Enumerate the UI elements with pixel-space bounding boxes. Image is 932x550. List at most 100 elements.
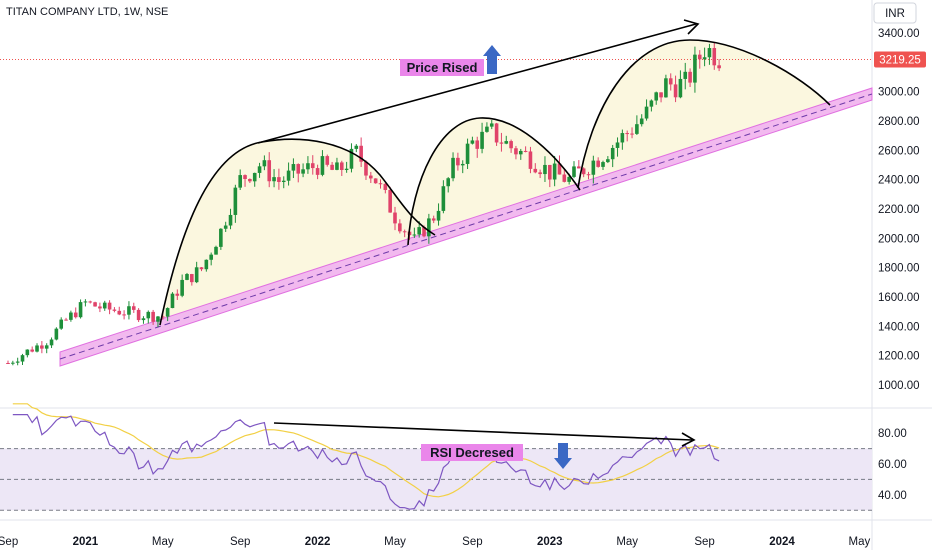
- candle-body: [180, 279, 184, 296]
- candle-body: [412, 234, 417, 236]
- candle-body: [102, 302, 107, 309]
- time-tick-label: Sep: [0, 536, 18, 548]
- price-axis[interactable]: 1000.00 1200.00 1400.00 1600.00 1800.00 2000.…: [878, 28, 920, 392]
- candle-body: [489, 123, 494, 127]
- price-tick-label: 2800.00: [878, 116, 920, 128]
- price-tick-label: 3400.00: [878, 28, 920, 40]
- price-tick-label: 2400.00: [878, 175, 920, 187]
- candle-body: [122, 314, 126, 316]
- time-tick-label: May: [849, 536, 871, 548]
- candle-body: [712, 48, 717, 66]
- candle-body: [509, 141, 513, 149]
- last-price-tag: [874, 51, 926, 68]
- candle-body: [683, 71, 688, 79]
- candle-body: [73, 312, 78, 318]
- candle-body: [644, 106, 649, 119]
- price-tick-label: 1400.00: [878, 321, 920, 333]
- candle-body: [402, 231, 407, 233]
- chart-title: TITAN COMPANY LTD, 1W, NSE: [6, 6, 168, 18]
- rsi-line: [12, 414, 720, 510]
- candle-body: [330, 164, 334, 170]
- candle-body: [83, 301, 88, 303]
- candle-body: [11, 362, 15, 364]
- rsi-layer: [12, 403, 720, 510]
- rsi-label: RSI Decresed: [430, 445, 514, 460]
- cup-arc-3: [577, 39, 831, 189]
- price-tick-label: 3000.00: [878, 87, 920, 99]
- candle-body: [606, 159, 610, 163]
- candle-body: [267, 160, 272, 182]
- candle-body: [697, 54, 702, 60]
- candle-body: [310, 163, 315, 169]
- candle-body: [393, 212, 397, 224]
- cup-fill-2: [408, 117, 580, 245]
- candle-body: [383, 183, 388, 190]
- candle-body: [417, 227, 421, 235]
- candle-body: [44, 345, 49, 349]
- candle-body: [436, 210, 441, 221]
- candle-body: [301, 169, 305, 174]
- price-tick-label: 1600.00: [878, 292, 920, 304]
- candle-body: [610, 147, 615, 160]
- rsi-tick-label: 60.00: [878, 459, 907, 471]
- currency-box[interactable]: [873, 2, 917, 24]
- candle-body: [446, 178, 451, 187]
- candle-body: [664, 78, 668, 98]
- candle-body: [185, 274, 189, 280]
- candles-layer: [6, 42, 721, 366]
- time-tick-label: 2024: [769, 536, 795, 548]
- candle-body: [702, 57, 707, 60]
- candle-body: [567, 176, 571, 182]
- last-price-value: 3219.25: [879, 55, 921, 67]
- candle-body: [272, 177, 276, 182]
- candle-body: [388, 189, 392, 213]
- price-tick-label: 1000.00: [878, 380, 920, 392]
- up-arrow-icon: [483, 45, 501, 74]
- candle-body: [717, 65, 721, 69]
- candle-body: [199, 267, 204, 270]
- price-label: Price Rised: [407, 60, 478, 75]
- time-tick-label: 2023: [537, 536, 563, 548]
- rsi-tick-label: 80.00: [878, 428, 907, 440]
- candle-body: [214, 246, 218, 255]
- candle-body: [209, 254, 213, 260]
- rsi-axis[interactable]: 40.00 60.00 80.00: [878, 428, 907, 502]
- candle-body: [625, 133, 629, 135]
- candle-body: [117, 310, 122, 315]
- candle-body: [88, 301, 93, 303]
- cup-arc-1: [159, 138, 436, 326]
- trend-channel-mid: [59, 93, 873, 360]
- candle-body: [465, 143, 470, 164]
- candle-body: [320, 156, 325, 175]
- candle-body: [456, 157, 460, 166]
- candle-body: [146, 311, 151, 319]
- candle-body: [219, 228, 223, 247]
- candle-body: [286, 170, 291, 181]
- candle-body: [136, 309, 141, 321]
- candle-body: [277, 177, 281, 183]
- candle-body: [668, 78, 673, 85]
- candle-body: [504, 141, 509, 144]
- candle-body: [252, 172, 257, 182]
- candle-body: [688, 71, 692, 83]
- time-axis[interactable]: Sep 2021 May Sep 2022 May Sep 2023 May Sep 2024 May: [0, 536, 871, 548]
- candle-body: [533, 168, 538, 173]
- candle-body: [398, 223, 402, 232]
- candle-body: [369, 175, 373, 179]
- candle-body: [127, 306, 131, 315]
- candle-body: [359, 145, 363, 162]
- candle-body: [514, 148, 518, 155]
- candle-body: [422, 227, 426, 237]
- candle-body: [431, 218, 436, 221]
- price-tick-label: 1800.00: [878, 263, 920, 275]
- candle-body: [364, 161, 368, 176]
- candle-body: [586, 174, 591, 176]
- candle-body: [349, 148, 354, 169]
- time-tick-label: 2022: [305, 536, 331, 548]
- candle-body: [107, 302, 112, 310]
- candle-body: [673, 84, 678, 98]
- candle-body: [54, 328, 59, 340]
- candle-body: [494, 123, 499, 143]
- candle-body: [49, 339, 54, 346]
